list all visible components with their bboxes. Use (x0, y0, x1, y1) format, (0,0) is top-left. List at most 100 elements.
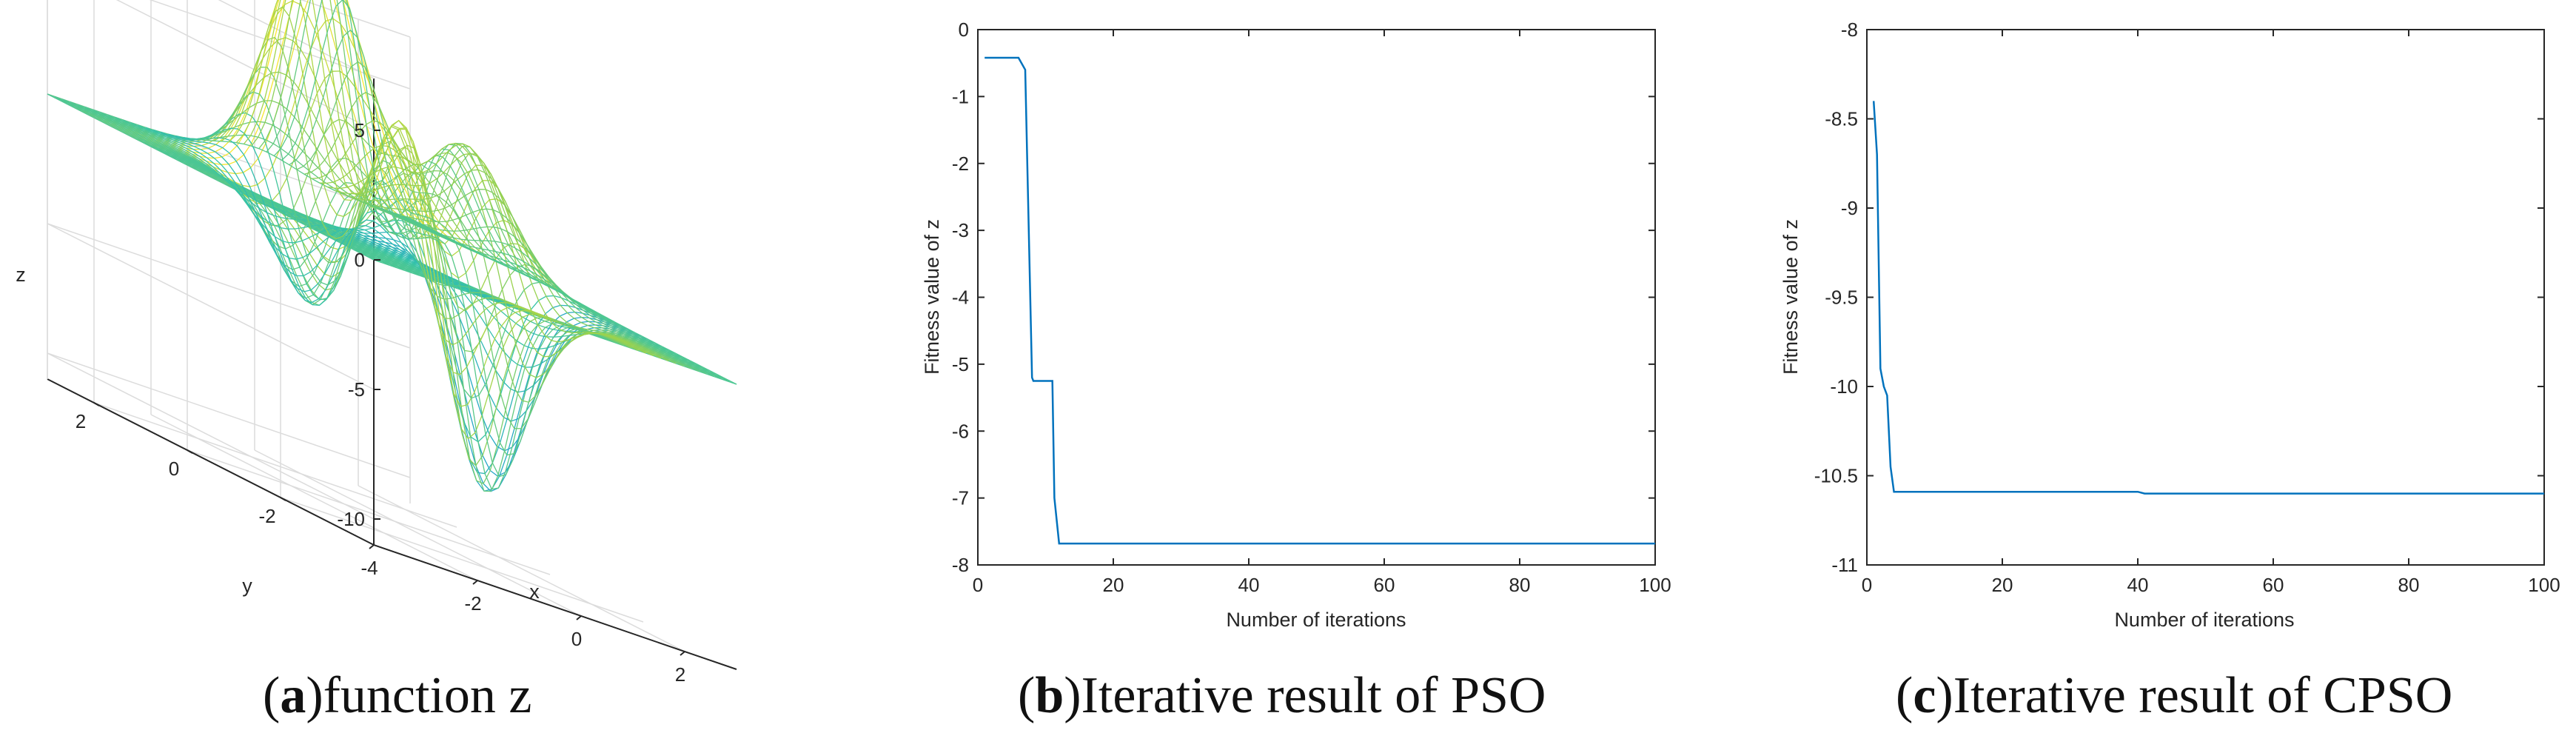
x-tick-label: 60 (1374, 574, 1395, 596)
x-tick-mark (472, 580, 478, 585)
y-tick-labels-b: 0 -1 -2 -3 -4 -5 -6 -7 -8 (952, 19, 969, 576)
z-tick-label: 0 (355, 249, 365, 271)
y-tick-label: -2 (258, 505, 275, 527)
surface-mesh-line (228, 0, 556, 375)
x-gridline-floor (150, 414, 478, 581)
x-tick-label: -4 (360, 557, 378, 579)
x-tick-label: 80 (1509, 574, 1531, 596)
x-tick-label: 0 (571, 628, 582, 650)
x-tick-label: 0 (973, 574, 983, 596)
x-axis-label-b: Number of iterations (1226, 609, 1406, 631)
y-tick-label: -1 (952, 85, 969, 107)
z-gridline-left-wall (47, 352, 375, 520)
x-tick-labels-c: 0 20 40 60 80 100 (1862, 574, 2560, 596)
caption-a-text: function z (323, 667, 532, 724)
surface-mesh-line (409, 218, 737, 385)
x-tick-label: 40 (2127, 574, 2149, 596)
x-tick-mark (369, 544, 375, 549)
y-tick-label: -9.5 (1825, 287, 1858, 309)
surface-mesh-line (326, 143, 654, 357)
surface-mesh-line (183, 127, 511, 307)
surface-mesh-line (243, 0, 571, 440)
y-tick-label: 2 (76, 410, 86, 432)
surface-mesh-line (152, 129, 480, 297)
z-tick-label: -5 (348, 378, 365, 401)
x-gridline-floor (254, 449, 582, 617)
y-tick-label: 0 (169, 458, 179, 480)
x-tick-label: 0 (1862, 574, 1872, 596)
x-gridline-floor (358, 485, 685, 652)
x-axis-label: x (529, 580, 540, 603)
z-axis-label: z (16, 264, 26, 286)
surface-mesh-line (138, 124, 465, 292)
caption-c-text: Iterative result of CPSO (1953, 667, 2453, 724)
surface-mesh-line (281, 0, 608, 478)
x-tick-label: 20 (1992, 574, 2013, 596)
y-tick-labels-c: -8 -8.5 -9 -9.5 -10 -10.5 -11 (1814, 19, 1858, 576)
z-gridline-back-wall (47, 223, 411, 349)
y-tick-mark (93, 402, 100, 406)
y-tick-label: -3 (952, 219, 969, 241)
y-axis-label: y (242, 575, 252, 597)
surface-mesh-line (183, 142, 547, 307)
x-tick-mark (680, 651, 685, 656)
surface-mesh-line (122, 119, 450, 287)
caption-b-text: Iterative result of PSO (1081, 667, 1546, 724)
caption-a: (a)function z (263, 667, 531, 724)
surface-mesh-line (372, 204, 700, 372)
caption-c: (c)Iterative result of CPSO (1896, 667, 2452, 724)
caption-b-letter: b (1035, 667, 1064, 724)
surface-mesh (47, 0, 737, 492)
y-tick-label: -8 (1841, 19, 1858, 41)
surface-mesh-line (115, 116, 443, 284)
z-tick-label: 5 (355, 119, 365, 141)
caption-a-letter: a (280, 667, 306, 724)
surface-mesh-line (100, 111, 427, 279)
surface-mesh-line (145, 127, 472, 295)
surface-mesh-line (130, 121, 457, 289)
caption-c-letter: c (1913, 667, 1936, 724)
z-gridline-left-wall (47, 223, 375, 390)
x-tick-label: 80 (2398, 574, 2420, 596)
surface-mesh-line (258, 0, 586, 485)
y-axis-label-b: Fitness value of z (921, 219, 943, 375)
y-gridline-floor (93, 402, 457, 528)
surface-mesh-line (198, 91, 526, 312)
z-gridline-back-wall (47, 352, 411, 478)
x-tick-label: 40 (1238, 574, 1260, 596)
surface-mesh-line (107, 114, 435, 281)
surface-tick-labels: -10 -5 0 5 -4 -2 0 2 -2 0 2 (76, 119, 685, 686)
surface-mesh-line (357, 199, 684, 367)
x-axis-line (373, 544, 737, 670)
x-tick-label: 2 (675, 663, 685, 686)
surface-mesh-line (364, 202, 692, 369)
panel-a-surface-plot: -10 -5 0 5 -4 -2 0 2 -2 0 2 x y z (a)function z (16, 0, 737, 724)
panel-b-pso-chart: 0 20 40 60 80 100 0 -1 -2 -3 -4 -5 -6 -7 -8 Number of… (921, 19, 1671, 724)
surface-mesh-line (251, 0, 578, 466)
surface-mesh-line (341, 169, 669, 362)
surface-mesh-line (303, 92, 631, 403)
surface-mesh-line (395, 212, 722, 380)
y-tick-mark (187, 449, 193, 454)
surface-mesh-line (296, 61, 624, 429)
x-tick-label: 60 (2263, 574, 2284, 596)
y-tick-label: 0 (959, 19, 969, 41)
y-axis-line (47, 378, 375, 546)
box-edge (218, 0, 375, 79)
surface-mesh-line (160, 131, 488, 300)
surface-mesh-line (47, 93, 375, 261)
tick-marks-c (1866, 29, 2545, 566)
plot-area-b (977, 29, 1656, 566)
surface-mesh-line (312, 120, 639, 378)
surface-mesh-line (221, 6, 549, 346)
y-tick-label: -10 (1830, 375, 1858, 398)
surface-mesh-line (54, 96, 382, 264)
x-tick-mark (576, 615, 582, 620)
panel-c-cpso-chart: 0 20 40 60 80 100 -8 -8.5 -9 -9.5 -10 -10.5 -11 Num… (1780, 19, 2560, 724)
z-gridline-left-wall (115, 0, 375, 131)
surface-mesh-line (349, 189, 677, 364)
x-axis-label-c: Number of iterations (2114, 609, 2294, 631)
y-tick-label: -4 (952, 287, 969, 309)
y-tick-label: -6 (952, 420, 969, 442)
